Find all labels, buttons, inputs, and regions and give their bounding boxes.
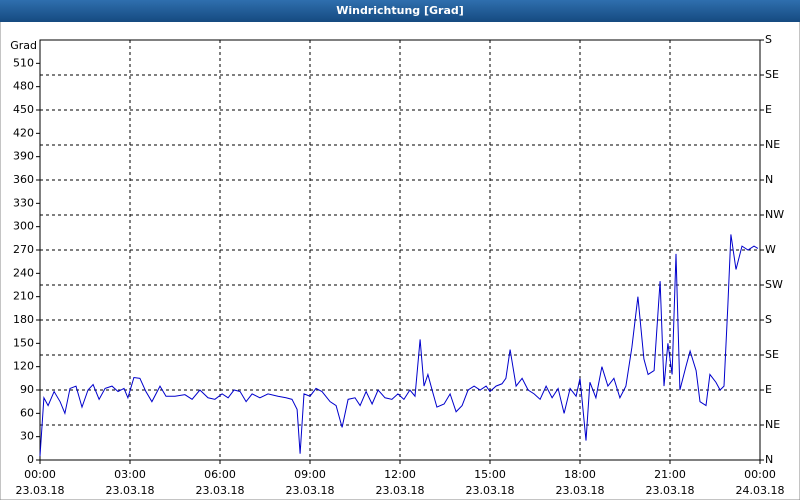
y-tick-label: 180 (13, 313, 34, 326)
y2-tick-label: N (765, 173, 773, 186)
x-tick-label: 12:00 (384, 468, 416, 481)
x-tick-label: 00:00 (744, 468, 776, 481)
y2-tick-label: SE (765, 68, 779, 81)
y2-tick-label: NW (765, 208, 784, 221)
chart-title: Windrichtung [Grad] (336, 4, 464, 17)
y-tick-label: 300 (13, 220, 34, 233)
y-tick-label: 60 (20, 406, 34, 419)
x-tick-label: 21:00 (654, 468, 686, 481)
y-tick-label: 120 (13, 360, 34, 373)
data-line (39, 234, 759, 457)
y2-tick-label: NE (765, 138, 780, 151)
y2-tick-label: S (765, 33, 772, 46)
x-tick-label: 18:00 (564, 468, 596, 481)
y-tick-label: 270 (13, 243, 34, 256)
y-tick-label: 360 (13, 173, 34, 186)
y-tick-label: 90 (20, 383, 34, 396)
y-tick-label: 330 (13, 196, 34, 209)
x-tick-date: 23.03.18 (286, 484, 335, 497)
y2-tick-label: E (765, 103, 772, 116)
x-tick-label: 15:00 (474, 468, 506, 481)
x-tick-date: 23.03.18 (646, 484, 695, 497)
y2-tick-label: S (765, 313, 772, 326)
x-tick-date: 24.03.18 (736, 484, 785, 497)
y-tick-label: 510 (13, 56, 34, 69)
y-tick-label: 480 (13, 80, 34, 93)
y2-tick-label: NE (765, 418, 780, 431)
x-tick-date: 23.03.18 (376, 484, 425, 497)
y-tick-label: 240 (13, 266, 34, 279)
y-unit: Grad (10, 39, 37, 52)
y-tick-label: 0 (27, 453, 34, 466)
y-tick-label: 420 (13, 126, 34, 139)
y2-tick-label: E (765, 383, 772, 396)
x-tick-label: 06:00 (204, 468, 236, 481)
y-tick-label: 210 (13, 290, 34, 303)
x-tick-label: 03:00 (114, 468, 146, 481)
y2-tick-label: W (765, 243, 776, 256)
x-tick-date: 23.03.18 (16, 484, 65, 497)
y2-tick-label: SW (765, 278, 783, 291)
title-bar (0, 0, 800, 22)
y2-tick-label: SE (765, 348, 779, 361)
y-tick-label: 150 (13, 336, 34, 349)
x-tick-date: 23.03.18 (196, 484, 245, 497)
x-tick-label: 00:00 (24, 468, 56, 481)
x-tick-date: 23.03.18 (466, 484, 515, 497)
y-tick-label: 450 (13, 103, 34, 116)
y-tick-label: 30 (20, 430, 34, 443)
y-tick-label: 390 (13, 150, 34, 163)
y2-tick-label: N (765, 453, 773, 466)
x-tick-label: 09:00 (294, 468, 326, 481)
x-tick-date: 23.03.18 (556, 484, 605, 497)
x-tick-date: 23.03.18 (106, 484, 155, 497)
plot-frame (39, 39, 761, 461)
